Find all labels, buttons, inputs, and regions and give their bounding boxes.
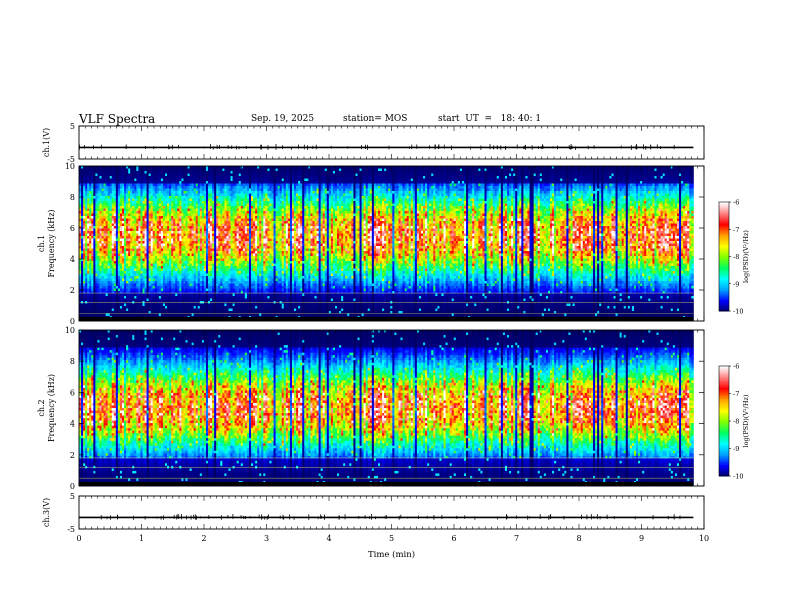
y-tick-label: 0 bbox=[70, 317, 75, 326]
spectrogram-1 bbox=[79, 166, 694, 321]
colorbar-tick-label: -8 bbox=[733, 253, 739, 261]
colorbar-tick-label: -10 bbox=[733, 473, 743, 481]
x-tick-label: 1 bbox=[139, 534, 144, 543]
x-tick-label: 10 bbox=[699, 534, 709, 543]
panel-frame-0: 5-5ch.1(V) bbox=[42, 122, 704, 164]
y-tick-label: 2 bbox=[70, 286, 75, 295]
x-tick-label: 9 bbox=[639, 534, 644, 543]
colorbar-tick-label: -9 bbox=[733, 445, 739, 453]
y-tick-label: 8 bbox=[70, 193, 75, 202]
panel-frame-3: 5 -5 ch.3(V) 0 1 2 3 4 5 6 7 8 9 10 Time (min) bbox=[42, 492, 709, 560]
y-tick-label: 10 bbox=[65, 162, 75, 171]
colorbar-tick-label: -6 bbox=[733, 199, 739, 207]
colorbar-tick-label: -7 bbox=[733, 226, 739, 234]
y-tick-label: 4 bbox=[70, 255, 75, 264]
waveform-3 bbox=[79, 514, 693, 520]
waveform-0 bbox=[79, 144, 693, 150]
y-axis-label: Frequency (kHz) bbox=[47, 209, 56, 277]
x-tick-label: 8 bbox=[576, 534, 581, 543]
colorbar-tick-label: -6 bbox=[733, 363, 739, 371]
y-tick-label: 6 bbox=[70, 388, 75, 397]
y-tick-label: -5 bbox=[67, 525, 75, 534]
y-axis-label: ch.1(V) bbox=[42, 128, 51, 157]
y-tick-label: 2 bbox=[70, 451, 75, 460]
x-tick-label: 6 bbox=[451, 534, 456, 543]
x-axis-label: Time (min) bbox=[368, 549, 415, 560]
colorbar-tick-label: -9 bbox=[733, 280, 739, 288]
y-tick-label: 5 bbox=[70, 492, 75, 501]
y-tick-label: 8 bbox=[70, 357, 75, 366]
colorbar-1: -6 -7 -8 -9 -10 log(PSD)(V²/Hz) bbox=[719, 199, 750, 316]
colorbar-label: log(PSD)(V²/Hz) bbox=[742, 230, 750, 283]
y-tick-label: 0 bbox=[70, 482, 75, 491]
x-tick-label: 0 bbox=[76, 534, 81, 543]
y-tick-label: 5 bbox=[70, 122, 75, 131]
x-tick-label: 4 bbox=[326, 534, 331, 543]
colorbar-tick-label: -8 bbox=[733, 418, 739, 426]
x-tick-label: 2 bbox=[201, 534, 206, 543]
x-tick-label: 5 bbox=[389, 534, 394, 543]
y-tick-label: 4 bbox=[70, 420, 75, 429]
y-tick-label: 10 bbox=[65, 326, 75, 335]
x-tick-label: 3 bbox=[264, 534, 269, 543]
y-tick-label: 6 bbox=[70, 224, 75, 233]
y-axis-label: Frequency (kHz) bbox=[47, 374, 56, 442]
x-tick-label: 7 bbox=[514, 534, 519, 543]
colorbar-label: log(PSD)(V²/Hz) bbox=[742, 394, 750, 447]
spectrogram-2 bbox=[79, 330, 694, 486]
y-axis-label: ch.3(V) bbox=[42, 498, 51, 527]
y-axis-label: ch.2 bbox=[37, 399, 46, 416]
colorbar-2: -6 -7 -8 -9 -10 log(PSD)(V²/Hz) bbox=[719, 363, 750, 481]
colorbar-tick-label: -10 bbox=[733, 308, 743, 316]
colorbar-tick-label: -7 bbox=[733, 390, 739, 398]
y-axis-label: ch.1 bbox=[37, 235, 46, 252]
